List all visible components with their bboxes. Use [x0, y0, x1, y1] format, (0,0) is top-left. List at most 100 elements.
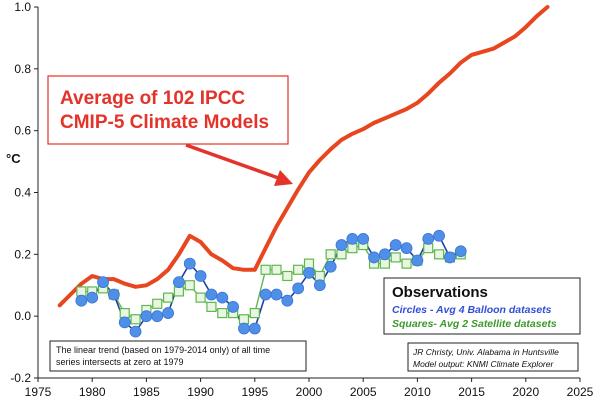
observations-legend-squares: Squares- Avg 2 Satellite datasets [392, 318, 557, 330]
balloon-marker [140, 310, 153, 323]
y-axis-label: °C [6, 151, 21, 166]
balloon-marker [303, 266, 315, 279]
x-tick-label: 1985 [133, 385, 160, 399]
satellite-marker [130, 314, 141, 325]
x-tick-label: 1980 [79, 385, 106, 399]
balloon-marker [97, 276, 109, 289]
balloon-marker [335, 239, 348, 251]
balloon-marker [357, 232, 370, 245]
x-tick-label: 2020 [512, 385, 539, 399]
trend-note: The linear trend (based on 1979-2014 onl… [49, 340, 307, 372]
y-tick-label: 0.4 [14, 186, 31, 200]
balloon-marker [183, 257, 196, 270]
trend-note-box [49, 340, 307, 372]
satellite-marker [336, 249, 347, 260]
satellite-marker [162, 292, 174, 303]
satellite-marker [184, 280, 195, 291]
balloon-marker [238, 322, 250, 335]
satellite-marker [217, 307, 228, 319]
y-tick-label: 0.0 [14, 309, 31, 323]
satellite-marker [303, 258, 315, 269]
satellite-marker [401, 258, 412, 269]
observations-legend-box [383, 277, 581, 335]
trend-note-line1: The linear trend (based on 1979-2014 onl… [56, 345, 270, 355]
balloon-marker [281, 294, 294, 307]
x-tick-label: 2000 [296, 385, 323, 399]
balloon-marker [118, 316, 131, 329]
balloon-marker [194, 270, 207, 282]
balloon-marker [454, 245, 467, 258]
balloon-marker [389, 239, 402, 251]
model-annotation-arrow-head [274, 170, 293, 186]
balloon-marker [422, 232, 435, 245]
satellite-marker [325, 249, 336, 260]
series-line-models [57, 5, 550, 308]
y-tick-label: 0.2 [14, 247, 31, 261]
balloon-marker [292, 282, 305, 295]
satellite-marker [238, 314, 250, 325]
satellite-marker [433, 249, 445, 260]
observations-legend-circles: Circles - Avg 4 Balloon datasets [392, 304, 552, 316]
satellite-marker [423, 243, 434, 254]
balloon-marker [107, 288, 120, 301]
balloon-marker [270, 288, 283, 301]
model-annotation-arrow-shaft [185, 143, 285, 182]
satellite-marker [260, 264, 271, 275]
balloon-marker [324, 260, 337, 273]
balloon-marker [368, 251, 380, 264]
balloon-marker [86, 291, 99, 304]
y-tick-label: 0.8 [14, 62, 31, 76]
x-ticks: 1975 1980 1985 1990 1995 2000 2005 2010 2015 2020… [25, 378, 594, 399]
y-ticks: -0.2 0.0 0.2 0.4 0.6 0.8 1.0 [10, 0, 38, 385]
model-annotation-box [47, 75, 289, 145]
satellite-marker [271, 264, 282, 275]
satellite-marker [390, 252, 401, 263]
balloon-marker [248, 322, 261, 335]
satellite-marker [152, 298, 163, 309]
balloon-marker [129, 325, 142, 338]
balloon-marker [433, 229, 445, 242]
balloon-marker [346, 232, 359, 245]
balloon-marker [162, 307, 174, 319]
x-tick-label: 2005 [350, 385, 377, 399]
model-annotation-line2: CMIP-5 Climate Models [60, 112, 269, 133]
observations-legend: Observations Circles - Avg 4 Balloon dat… [383, 277, 581, 335]
balloon-marker [173, 276, 185, 289]
y-tick-label: -0.2 [10, 371, 31, 385]
satellite-marker [119, 307, 130, 319]
x-tick-label: 2025 [567, 385, 594, 399]
credit-note-line2: Model output: KNMI Climate Explorer [413, 359, 554, 369]
balloon-marker [378, 248, 391, 261]
satellite-marker [195, 292, 206, 303]
balloon-marker [205, 288, 218, 301]
satellite-marker [347, 243, 358, 254]
x-tick-label: 1990 [187, 385, 214, 399]
trend-note-line2: series intersects at zero at 1979 [56, 357, 184, 367]
balloon-marker [259, 288, 272, 301]
satellite-marker [314, 270, 325, 282]
x-tick-label: 2015 [458, 385, 485, 399]
model-annotation: Average of 102 IPCC CMIP-5 Climate Model… [47, 75, 293, 186]
satellite-marker [293, 264, 304, 275]
satellite-marker [379, 258, 390, 269]
x-tick-label: 1995 [241, 385, 268, 399]
credit-note: JR Christy, Univ. Alabama in Huntsville … [407, 342, 579, 372]
y-tick-label: 1.0 [14, 0, 31, 14]
model-annotation-line1: Average of 102 IPCC [60, 88, 245, 109]
y-tick-label: 0.6 [14, 124, 31, 138]
balloon-marker [151, 310, 164, 323]
balloon-marker [313, 279, 326, 292]
credit-note-line1: JR Christy, Univ. Alabama in Huntsville [412, 347, 559, 357]
balloon-marker [400, 242, 413, 255]
balloon-marker [227, 300, 240, 313]
satellite-marker [173, 286, 185, 297]
satellite-marker [206, 301, 217, 312]
balloon-marker [216, 291, 229, 304]
satellite-marker [249, 307, 260, 319]
credit-note-box [407, 342, 579, 372]
x-tick-label: 1975 [25, 385, 52, 399]
balloon-marker [411, 254, 424, 267]
observations-legend-title: Observations [392, 284, 488, 301]
